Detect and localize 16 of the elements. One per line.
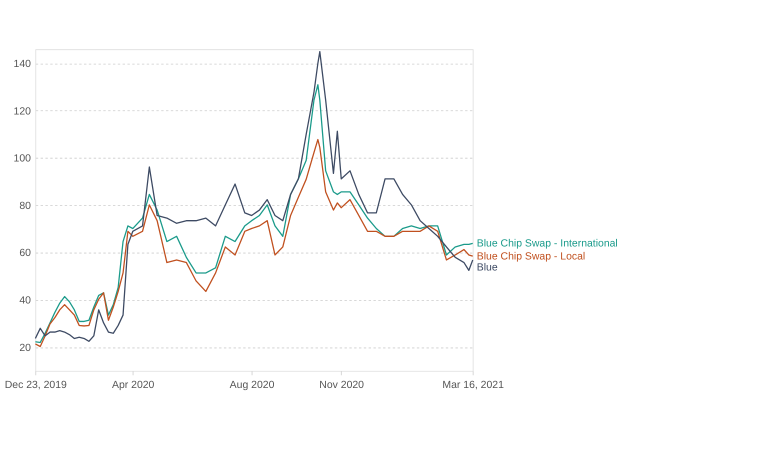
series-label: Blue <box>476 262 498 274</box>
x-tick-label: Mar 16, 2021 <box>442 380 504 392</box>
x-tick-label: Apr 2020 <box>112 380 155 392</box>
series-label: Blue Chip Swap - International <box>476 238 618 250</box>
y-tick-label: 80 <box>19 200 32 212</box>
x-tick-label: Aug 2020 <box>230 380 275 392</box>
y-tick-label: 60 <box>19 248 32 260</box>
line-series <box>34 138 474 348</box>
x-tick-label: Nov 2020 <box>319 380 364 392</box>
x-tick-label: Dec 23, 2019 <box>4 380 68 392</box>
y-tick-label: 120 <box>14 106 32 118</box>
y-tick-label: 40 <box>19 296 32 307</box>
y-tick-label: 20 <box>19 342 32 354</box>
series-label: Blue Chip Swap - Local <box>476 251 586 262</box>
y-tick-label: 140 <box>14 59 32 70</box>
y-tick-label: 100 <box>14 154 32 165</box>
